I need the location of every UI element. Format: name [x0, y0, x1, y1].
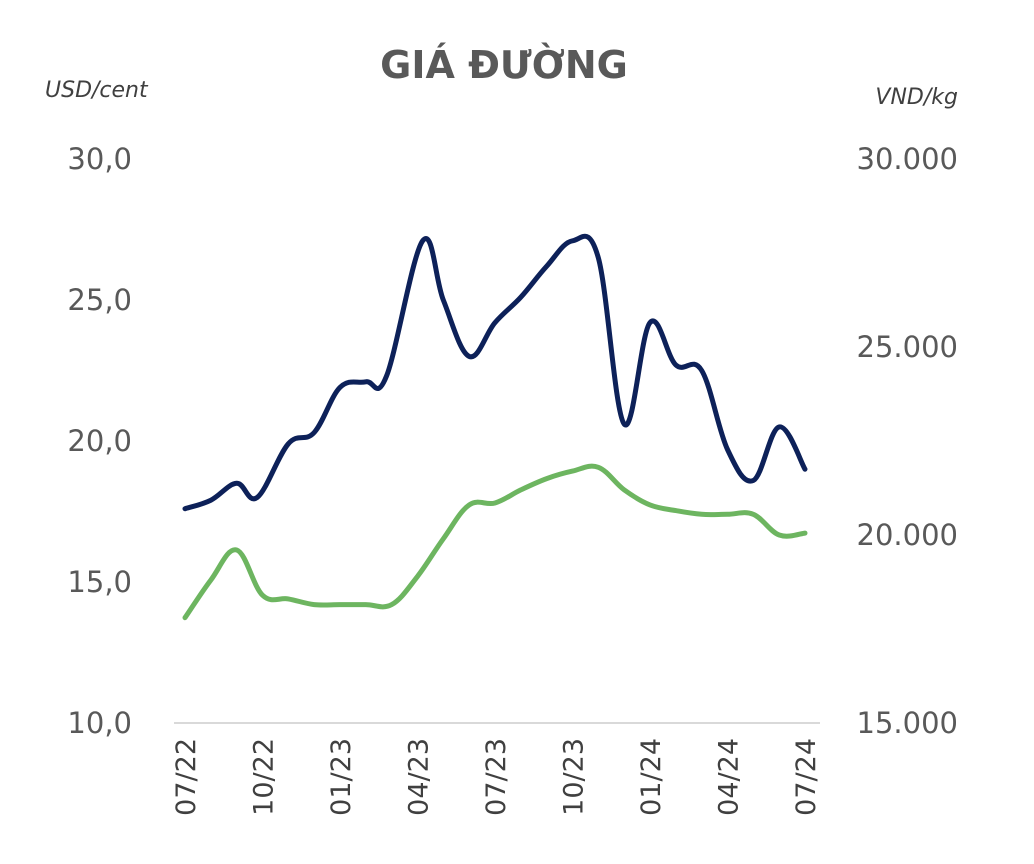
left-tick-label: 15,0 [67, 565, 132, 599]
x-tick-label: 07/23 [481, 738, 512, 816]
left-tick-label: 30,0 [67, 142, 132, 176]
series-line-usd [182, 233, 808, 512]
left-axis-unit: USD/cent [45, 78, 149, 103]
series-line-vnd [182, 463, 808, 621]
chart-title: GIÁ ĐƯỜNG [380, 43, 628, 87]
left-tick-label: 25,0 [67, 283, 132, 317]
x-tick-label: 10/22 [249, 738, 280, 816]
x-axis-ticks: 07/22 10/22 01/23 04/23 07/23 10/23 01/24 04/24… [171, 738, 822, 816]
x-tick-label: 07/24 [791, 738, 822, 816]
x-tick-label: 01/24 [636, 738, 667, 816]
left-axis-ticks: 10,0 15,0 20,0 25,0 30,0 [67, 142, 132, 740]
right-axis-unit: VND/kg [875, 85, 958, 110]
right-tick-label: 25.000 [857, 330, 958, 364]
series-lines [182, 233, 808, 621]
right-tick-label: 15.000 [857, 706, 958, 740]
x-tick-label: 01/23 [326, 738, 357, 816]
x-tick-label: 07/22 [171, 738, 202, 816]
left-tick-label: 20,0 [67, 424, 132, 458]
x-tick-label: 04/24 [714, 738, 745, 816]
right-tick-label: 30.000 [857, 142, 958, 176]
left-tick-label: 10,0 [67, 706, 132, 740]
right-axis-ticks: 15.000 20.000 25.000 30.000 [857, 142, 958, 740]
x-tick-label: 04/23 [404, 738, 435, 816]
x-tick-label: 10/23 [559, 738, 590, 816]
right-tick-label: 20.000 [857, 518, 958, 552]
